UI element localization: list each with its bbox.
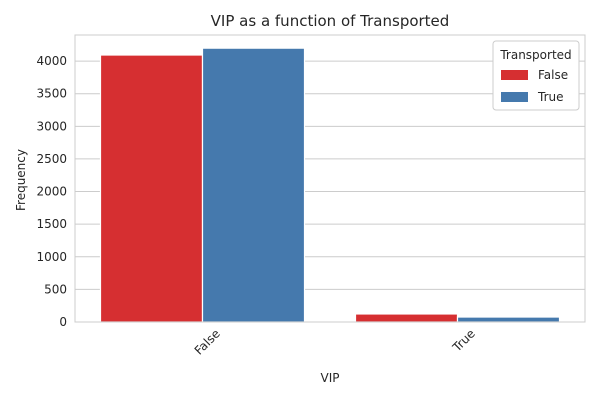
- x-tick-label: False: [192, 326, 223, 357]
- y-tick-label: 0: [59, 315, 67, 329]
- y-tick-label: 2000: [36, 185, 67, 199]
- y-tick-label: 1500: [36, 217, 67, 231]
- x-tick-labels: False True: [192, 326, 478, 357]
- legend-swatch-true: [501, 92, 528, 102]
- y-tick-labels: 0 500 1000 1500 2000 2500 3000 3500 4000: [36, 54, 67, 329]
- y-tick-label: 2500: [36, 152, 67, 166]
- plot-border: [74, 34, 586, 323]
- bar-true-true: [456, 316, 561, 323]
- chart-title: VIP as a function of Transported: [211, 12, 450, 30]
- x-tick-label: True: [449, 326, 478, 355]
- bar-false-false: [99, 54, 204, 323]
- legend-label-false: False: [538, 68, 568, 82]
- legend-swatch-false: [501, 70, 528, 80]
- legend-title: Transported: [499, 48, 571, 62]
- plot-frame: [74, 34, 586, 323]
- y-tick-label: 3500: [36, 87, 67, 101]
- bar-false-true: [201, 47, 306, 323]
- y-tick-label: 3000: [36, 119, 67, 133]
- y-tick-label: 1000: [36, 250, 67, 264]
- x-axis-title: VIP: [321, 371, 340, 385]
- legend-label-true: True: [537, 90, 564, 104]
- y-tick-label: 4000: [36, 54, 67, 68]
- y-axis-title: Frequency: [14, 149, 28, 211]
- bars: [99, 47, 561, 323]
- y-tick-label: 500: [44, 282, 67, 296]
- bar-true-false: [354, 313, 459, 323]
- legend: Transported False True: [492, 40, 580, 111]
